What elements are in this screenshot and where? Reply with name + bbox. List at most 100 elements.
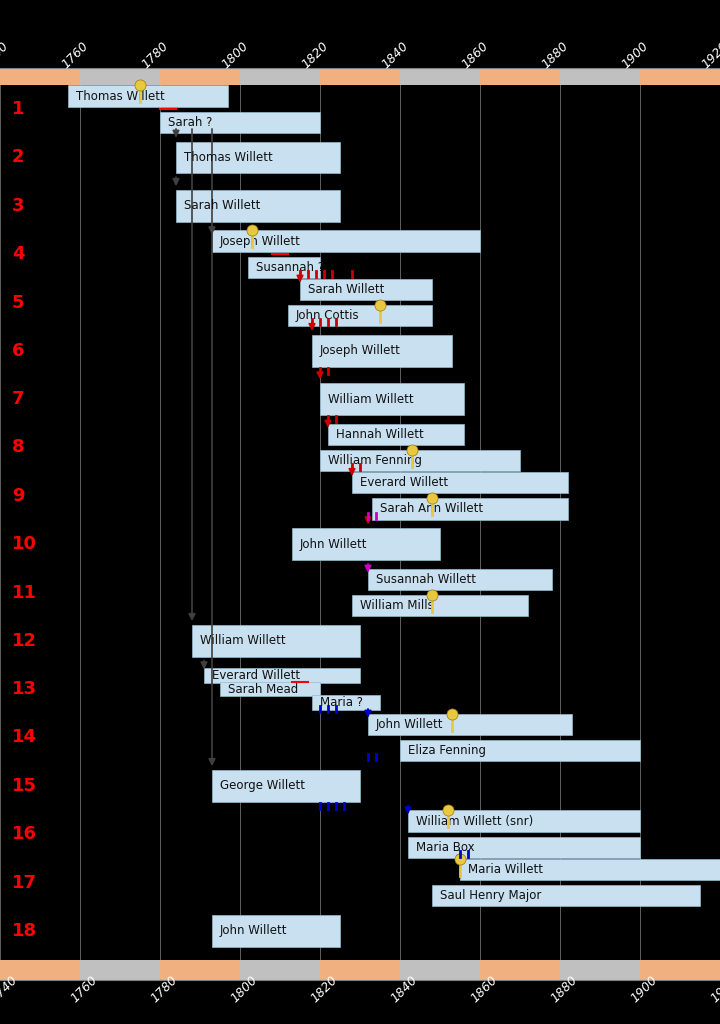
Text: 1: 1 [12,100,24,118]
Text: 1760: 1760 [68,974,101,1006]
Text: 4: 4 [12,245,24,263]
Bar [368,568,552,590]
Bar [312,695,380,710]
Bar [220,682,320,696]
Text: 8: 8 [12,438,24,457]
Text: 5: 5 [12,294,24,311]
Bar [240,68,320,85]
Bar [460,859,720,880]
Text: John Willett: John Willett [300,538,367,551]
Text: Susannah Willett: Susannah Willett [376,573,476,586]
Bar [160,112,320,133]
Text: George Willett: George Willett [220,779,305,793]
Bar [292,528,440,560]
Text: Saul Henry Major: Saul Henry Major [440,889,541,902]
Text: John Willett: John Willett [376,718,444,731]
Bar [372,499,568,519]
Bar [176,189,340,222]
Bar [400,740,640,761]
Text: William Willett: William Willett [328,392,413,406]
Text: 1800: 1800 [229,974,261,1006]
Text: Maria Box: Maria Box [416,841,474,854]
Bar [300,279,432,300]
Text: 11: 11 [12,584,37,601]
Bar [432,885,700,906]
Bar [212,230,480,252]
Text: Sarah ?: Sarah ? [168,116,212,129]
Bar [560,68,640,85]
Bar [288,305,432,327]
Bar [0,68,80,85]
Text: 14: 14 [12,728,37,746]
Bar [248,257,320,278]
Text: Eliza Fenning: Eliza Fenning [408,744,486,757]
Bar [480,961,560,980]
Text: 1740: 1740 [0,974,20,1006]
Text: 1820: 1820 [300,40,331,72]
Text: 16: 16 [12,825,37,843]
Text: Maria ?: Maria ? [320,696,363,710]
Text: 17: 17 [12,873,37,892]
Text: 6: 6 [12,342,24,359]
Bar [408,837,640,858]
Bar [68,85,228,106]
Text: Everard Willett: Everard Willett [212,669,300,682]
Text: 1860: 1860 [469,974,500,1006]
Bar [320,68,400,85]
Bar [320,961,400,980]
Text: 2: 2 [12,148,24,167]
Bar [320,383,464,415]
Text: 1760: 1760 [60,40,91,72]
Bar [480,68,560,85]
Bar [204,669,360,683]
Text: Sarah Willett: Sarah Willett [308,283,384,296]
Text: 1900: 1900 [629,974,660,1006]
Text: William Fenning: William Fenning [328,454,422,467]
Bar [352,472,568,494]
Text: 1920: 1920 [708,974,720,1006]
Text: William Willett: William Willett [200,634,286,647]
Text: 13: 13 [12,680,37,698]
Text: 7: 7 [12,390,24,409]
Text: 1840: 1840 [379,40,411,72]
Bar [212,914,340,947]
Bar [0,961,80,980]
Text: William Mills: William Mills [360,599,433,612]
Text: Susannah ?: Susannah ? [256,261,324,273]
Text: 1880: 1880 [539,40,571,72]
Text: 1840: 1840 [389,974,420,1006]
Bar [80,68,160,85]
Bar [192,625,360,656]
Text: 1900: 1900 [619,40,652,72]
Bar [328,424,464,445]
Bar [80,961,160,980]
Text: 1780: 1780 [140,40,171,72]
Bar [368,714,572,735]
Text: 1860: 1860 [459,40,491,72]
Text: Thomas Willett: Thomas Willett [76,90,165,102]
Text: Sarah Mead: Sarah Mead [228,683,298,695]
Text: 12: 12 [12,632,37,650]
Text: 1880: 1880 [549,974,580,1006]
Text: 1780: 1780 [149,974,181,1006]
Text: 1740: 1740 [0,40,12,72]
Text: Thomas Willett: Thomas Willett [184,151,273,164]
Text: William Willett (snr): William Willett (snr) [416,815,534,827]
Bar [400,961,480,980]
Text: Sarah Willett: Sarah Willett [184,200,261,212]
Text: 10: 10 [12,536,37,553]
Text: Sarah Ann Willett: Sarah Ann Willett [380,503,483,515]
Text: Maria Willett: Maria Willett [468,863,543,876]
Text: Everard Willett: Everard Willett [360,476,448,489]
Text: John Cottis: John Cottis [296,309,359,323]
Text: 15: 15 [12,777,37,795]
Text: 1920: 1920 [700,40,720,72]
Text: 18: 18 [12,922,37,940]
Bar [160,68,240,85]
Text: 1820: 1820 [309,974,341,1006]
Bar [212,770,360,802]
Bar [160,961,240,980]
Bar [176,141,340,173]
Text: 1800: 1800 [220,40,251,72]
Bar [640,68,720,85]
